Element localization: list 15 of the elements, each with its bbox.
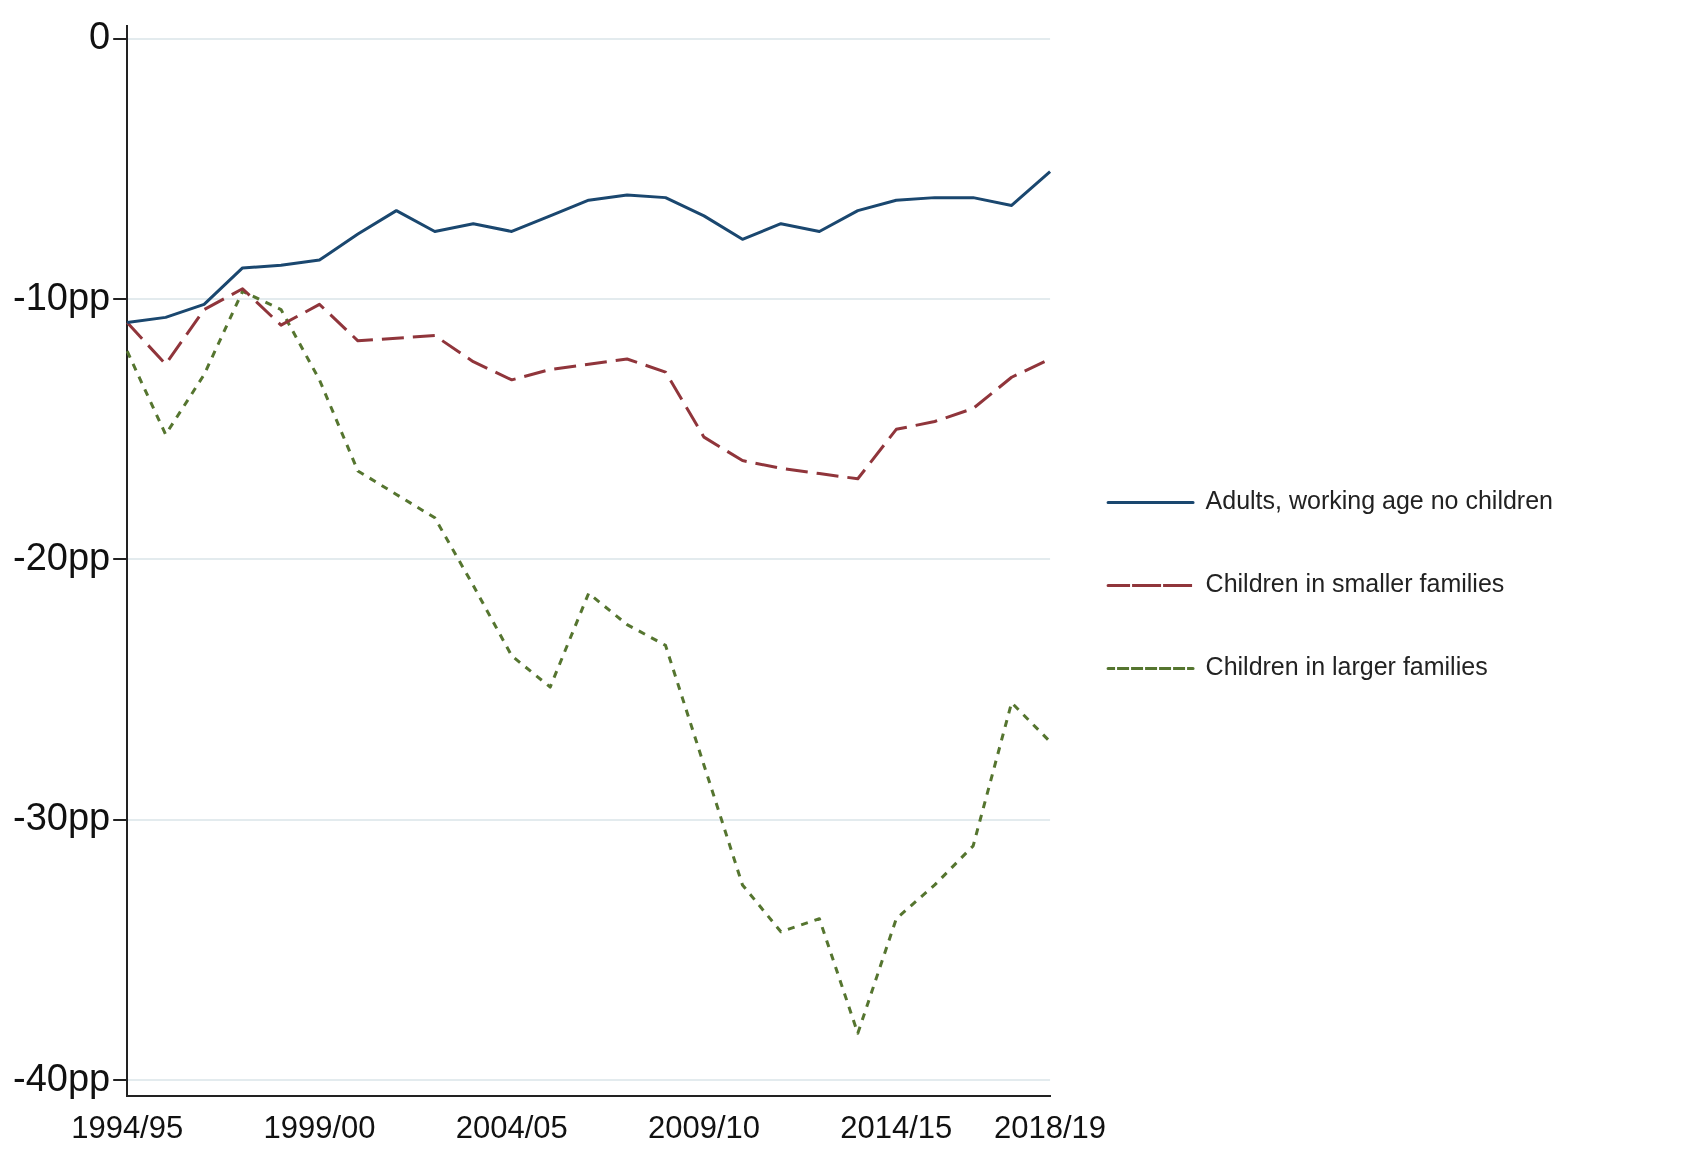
- legend-label: Adults, working age no children: [1205, 486, 1554, 515]
- legend-label: Children in larger families: [1205, 652, 1488, 681]
- y-tick-label: -20pp: [12, 535, 111, 578]
- line-series: [125, 289, 1052, 1035]
- y-tick-label: 0: [89, 15, 111, 58]
- x-tick-label: 2009/10: [647, 1109, 761, 1145]
- x-tick-label: 2004/05: [455, 1109, 568, 1145]
- y-tick-label: -30pp: [12, 796, 111, 839]
- legend-label: Children in smaller families: [1205, 569, 1505, 598]
- x-tick-label: 2014/15: [840, 1109, 953, 1145]
- y-tick-label: -10pp: [12, 275, 111, 318]
- x-tick-label: 1999/00: [263, 1109, 376, 1145]
- x-tick-label: 2018/19: [994, 1109, 1107, 1145]
- x-tick-label: 1994/95: [71, 1109, 184, 1145]
- y-tick-label: -40pp: [12, 1056, 111, 1099]
